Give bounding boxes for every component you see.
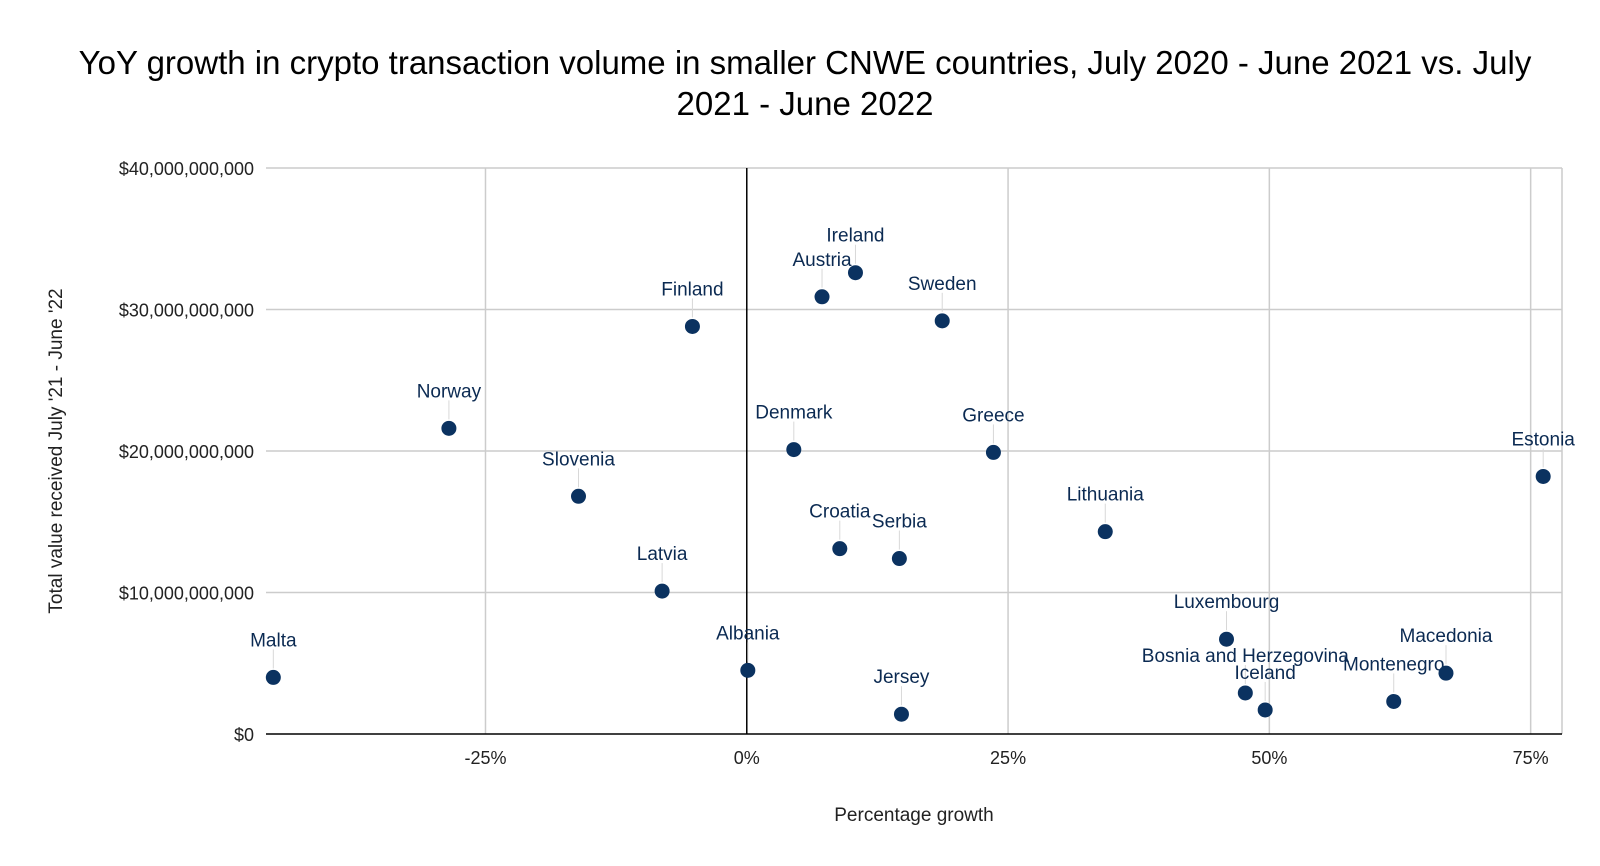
point-label: Denmark (755, 403, 833, 424)
point-label: Luxembourg (1174, 592, 1280, 613)
point-label: Croatia (809, 502, 871, 523)
data-point (441, 420, 457, 436)
point-label: Malta (250, 630, 297, 651)
data-point (1438, 665, 1454, 681)
point-label: Greece (962, 405, 1024, 426)
data-point (1257, 702, 1273, 718)
y-tick-label: $40,000,000,000 (119, 159, 254, 179)
data-point (985, 444, 1001, 460)
x-tick-label: -25% (464, 748, 506, 768)
y-tick-label: $20,000,000,000 (119, 442, 254, 462)
point-label: Bosnia and Herzegovina (1142, 646, 1349, 667)
point-label: Montenegro (1343, 654, 1444, 675)
point-label: Albania (716, 623, 780, 644)
data-point (654, 583, 670, 599)
x-tick-label: 0% (734, 748, 760, 768)
chart-title: YoY growth in crypto transaction volume … (78, 44, 1532, 122)
data-point (832, 541, 848, 557)
data-point (684, 318, 700, 334)
y-tick-label: $0 (234, 725, 254, 745)
point-label: Macedonia (1400, 626, 1493, 647)
x-tick-label: 50% (1251, 748, 1287, 768)
y-tick-label: $30,000,000,000 (119, 301, 254, 321)
point-label: Ireland (826, 226, 884, 247)
axes (266, 168, 1562, 735)
point-label: Lithuania (1067, 485, 1145, 506)
point-label: Jersey (873, 667, 929, 688)
point-label: Slovenia (542, 449, 615, 470)
data-points: Malta Norway Slovenia Latvia Finland Albania D… (250, 226, 1575, 722)
data-point (786, 442, 802, 458)
data-point (893, 706, 909, 722)
x-tick-label: 75% (1513, 748, 1549, 768)
point-label: Serbia (872, 512, 927, 533)
x-tick-label: 25% (990, 748, 1026, 768)
data-point (1237, 685, 1253, 701)
data-point (814, 289, 830, 305)
point-label: Finland (661, 279, 723, 300)
data-point (934, 313, 950, 329)
data-point (1386, 693, 1402, 709)
data-point (740, 662, 756, 678)
point-label: Norway (417, 381, 482, 402)
point-label: Iceland (1235, 663, 1296, 684)
data-point (571, 488, 587, 504)
data-point (1097, 524, 1113, 540)
data-point (265, 669, 281, 685)
point-label: Sweden (908, 274, 977, 295)
grid-lines (266, 167, 1563, 734)
point-label: Austria (792, 250, 852, 271)
tick-labels: $0 $10,000,000,000 $20,000,000,000 $30,000,… (119, 159, 1549, 768)
x-axis-title: Percentage growth (834, 805, 994, 826)
point-label: Estonia (1511, 429, 1575, 450)
data-point (847, 265, 863, 281)
y-tick-label: $10,000,000,000 (119, 584, 254, 604)
data-point (1219, 631, 1235, 647)
y-axis-title: Total value received July '21 - June '22 (46, 288, 67, 613)
point-label: Latvia (637, 544, 688, 565)
data-point (891, 551, 907, 567)
data-point (1535, 468, 1551, 484)
